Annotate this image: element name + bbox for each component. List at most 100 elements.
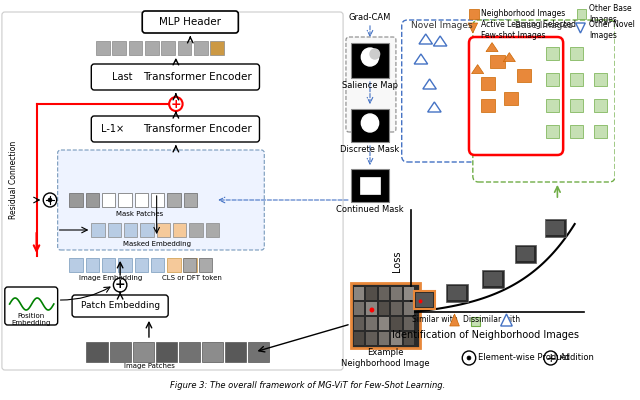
Bar [199,258,212,272]
Bar [184,258,197,272]
Bar [366,332,377,345]
Text: Masked Embedding: Masked Embedding [123,241,191,247]
Bar [449,286,466,300]
Bar [577,9,586,19]
Bar [102,193,115,207]
Bar [211,41,224,55]
FancyBboxPatch shape [2,12,343,370]
Bar [546,99,559,112]
Bar [391,287,402,300]
Text: Residual Connection: Residual Connection [9,141,18,219]
Text: Last: Last [112,72,132,82]
Bar [570,125,583,138]
Polygon shape [472,65,484,74]
Bar [167,258,180,272]
Bar [354,332,364,345]
Bar [545,219,566,237]
Polygon shape [503,53,515,62]
Text: Addition: Addition [560,354,595,362]
Polygon shape [414,54,428,64]
Text: Patch Embedding: Patch Embedding [81,302,160,310]
Bar [157,223,170,237]
Circle shape [419,299,422,303]
Text: Other Base
Images: Other Base Images [589,4,632,24]
Bar [202,342,223,362]
FancyBboxPatch shape [58,150,264,250]
Bar [140,223,154,237]
Text: Salience Map: Salience Map [342,80,398,90]
Bar [351,283,420,348]
Bar [490,55,504,68]
Text: Example
Neighborhood Image: Example Neighborhood Image [341,348,429,368]
Text: Novel Images: Novel Images [412,22,473,30]
Text: Continued Mask: Continued Mask [336,204,404,214]
Bar [161,41,175,55]
Bar [354,317,364,330]
Bar [92,223,105,237]
Text: Identification of Neighborhood Images: Identification of Neighborhood Images [392,330,579,340]
Bar [351,169,389,202]
Text: Neighborhood Images: Neighborhood Images [481,10,566,18]
Circle shape [113,278,127,292]
Bar [124,223,138,237]
Bar [414,291,435,309]
Bar [404,317,414,330]
FancyBboxPatch shape [92,116,259,142]
Bar [134,193,148,207]
Circle shape [370,49,380,59]
Bar [570,99,583,112]
Circle shape [48,198,52,202]
Bar [225,342,246,362]
Polygon shape [450,314,460,326]
Bar [379,317,389,330]
FancyBboxPatch shape [142,11,238,33]
Bar [483,270,504,288]
Polygon shape [575,23,585,33]
Text: Transformer Encoder: Transformer Encoder [143,124,252,134]
Bar [151,258,164,272]
Bar [570,73,583,86]
Bar [248,342,269,362]
Bar [515,245,536,263]
Bar [86,193,99,207]
Bar [547,221,564,235]
Polygon shape [423,79,436,89]
Bar [167,193,180,207]
Bar [404,287,414,300]
Bar [354,287,364,300]
FancyBboxPatch shape [469,37,563,155]
Bar [205,223,219,237]
Bar [391,317,402,330]
Text: +: + [545,352,556,364]
Text: Loss: Loss [392,250,402,272]
Bar [504,92,518,105]
Text: Element-wise Product: Element-wise Product [477,354,569,362]
Bar [546,47,559,60]
Bar [173,223,186,237]
FancyBboxPatch shape [473,20,615,182]
Bar [391,302,402,315]
FancyBboxPatch shape [72,295,168,317]
Bar [69,193,83,207]
Bar [404,332,414,345]
Bar [96,41,109,55]
Text: +: + [170,98,181,110]
Polygon shape [486,43,498,52]
Circle shape [462,351,476,365]
Bar [391,332,402,345]
Bar [594,99,607,112]
Text: Base Images: Base Images [515,22,573,30]
Bar [118,193,132,207]
Text: Position
Embedding: Position Embedding [11,314,51,326]
Circle shape [169,97,182,111]
Text: Grad-CAM: Grad-CAM [349,12,391,22]
Text: Mask Patches: Mask Patches [116,211,163,217]
Bar [194,41,207,55]
Text: Similar with: Similar with [412,316,458,324]
Bar [102,258,115,272]
Text: +: + [115,278,125,292]
Bar [447,284,468,302]
Text: Other Novel
Images: Other Novel Images [589,20,635,40]
Bar [351,109,389,142]
Bar [366,317,377,330]
